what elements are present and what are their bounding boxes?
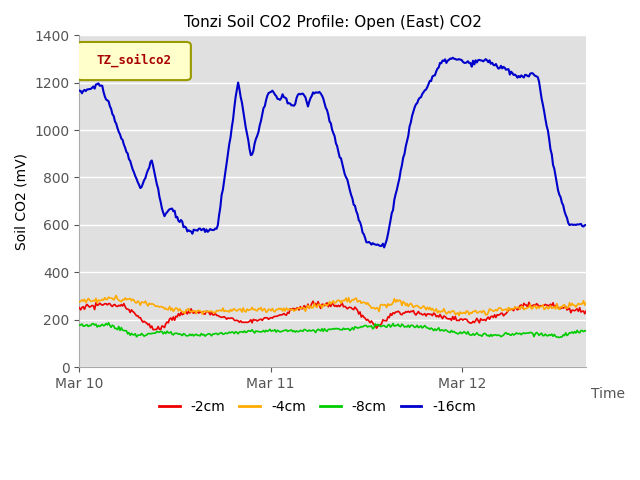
-4cm: [442, 311, 450, 317]
-8cm: [105, 320, 113, 325]
-8cm: [396, 324, 403, 329]
-2cm: [149, 327, 157, 333]
-2cm: [76, 305, 83, 311]
-8cm: [582, 328, 590, 334]
-4cm: [582, 300, 590, 306]
-4cm: [278, 306, 285, 312]
Legend: -2cm, -4cm, -8cm, -16cm: -2cm, -4cm, -8cm, -16cm: [153, 395, 482, 420]
-16cm: [76, 88, 83, 94]
-2cm: [278, 312, 285, 318]
Line: -16cm: -16cm: [79, 58, 586, 247]
-16cm: [241, 116, 248, 122]
Line: -2cm: -2cm: [79, 301, 586, 330]
-2cm: [136, 315, 144, 321]
-4cm: [76, 299, 83, 305]
Title: Tonzi Soil CO2 Profile: Open (East) CO2: Tonzi Soil CO2 Profile: Open (East) CO2: [184, 15, 482, 30]
Y-axis label: Soil CO2 (mV): Soil CO2 (mV): [15, 153, 29, 250]
-2cm: [309, 298, 317, 304]
-4cm: [138, 299, 145, 305]
-16cm: [449, 55, 456, 60]
Text: TZ_soilco2: TZ_soilco2: [96, 54, 171, 67]
-8cm: [442, 327, 450, 333]
-2cm: [242, 319, 250, 325]
-16cm: [582, 222, 590, 228]
FancyBboxPatch shape: [77, 42, 191, 80]
-8cm: [556, 335, 563, 340]
-16cm: [445, 57, 452, 63]
Text: Time: Time: [591, 387, 625, 401]
-16cm: [276, 97, 284, 103]
-4cm: [445, 309, 452, 314]
-16cm: [136, 185, 144, 191]
-4cm: [242, 309, 250, 315]
-2cm: [446, 316, 454, 322]
-2cm: [444, 316, 451, 322]
Line: -8cm: -8cm: [79, 323, 586, 337]
-16cm: [396, 176, 403, 181]
-4cm: [455, 312, 463, 318]
Line: -4cm: -4cm: [79, 296, 586, 315]
-16cm: [380, 244, 388, 250]
-2cm: [582, 308, 590, 314]
-4cm: [396, 297, 403, 303]
-4cm: [113, 293, 120, 299]
-8cm: [76, 322, 83, 328]
-8cm: [242, 330, 250, 336]
-16cm: [442, 60, 450, 66]
-8cm: [278, 329, 285, 335]
-8cm: [445, 329, 452, 335]
-8cm: [138, 331, 145, 336]
-2cm: [397, 312, 404, 317]
